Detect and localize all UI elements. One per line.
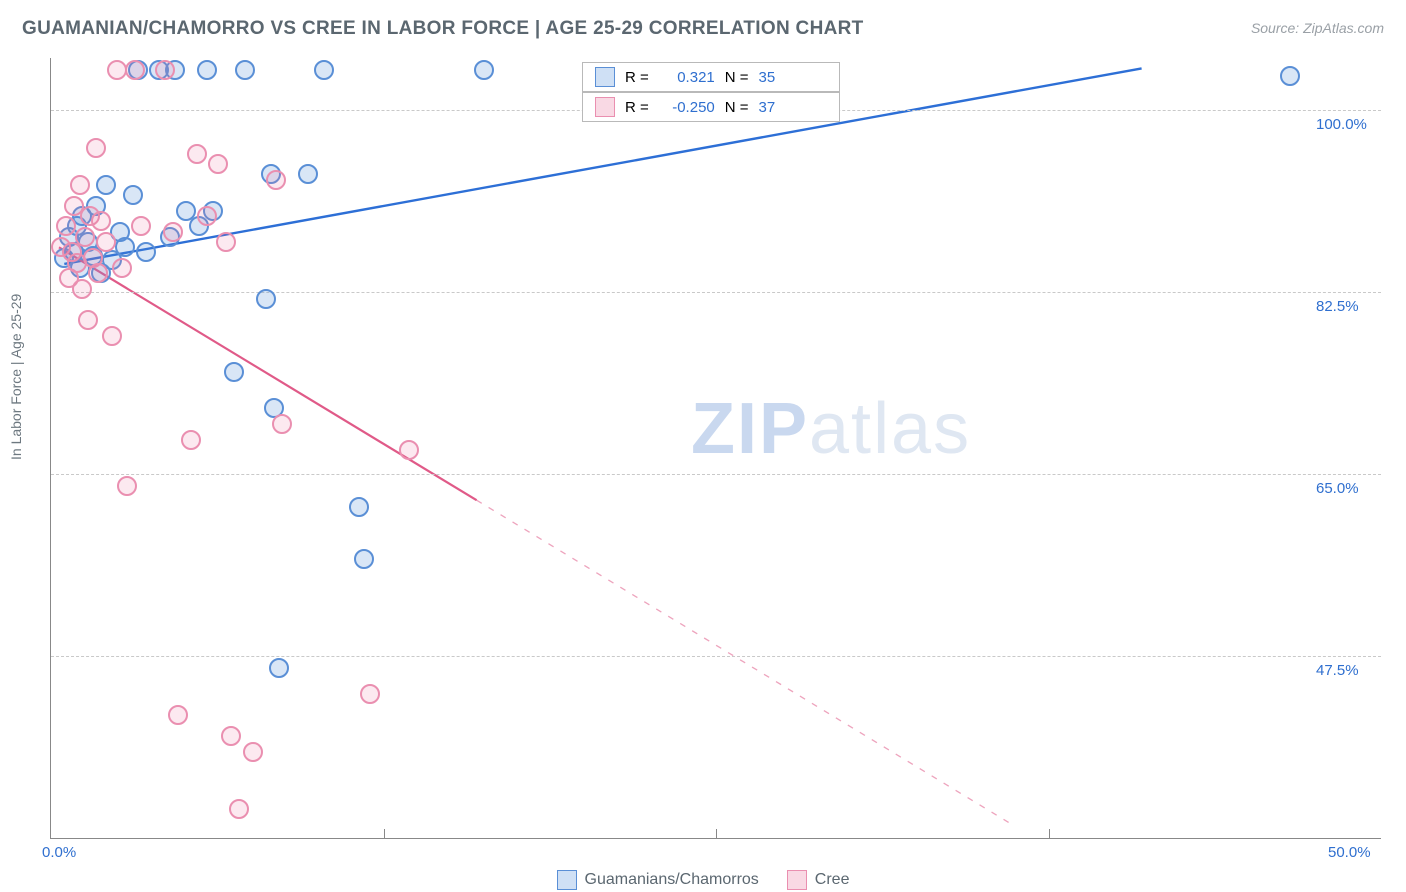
legend-label: Cree <box>815 871 850 889</box>
y-tick-label: 100.0% <box>1316 116 1367 133</box>
scatter-point <box>1280 66 1300 86</box>
y-tick-label: 82.5% <box>1316 298 1359 315</box>
plot-area: ZIPatlas <box>50 58 1381 839</box>
scatter-point <box>155 60 175 80</box>
scatter-point <box>349 497 369 517</box>
y-tick-label: 47.5% <box>1316 662 1359 679</box>
scatter-point <box>88 263 108 283</box>
gridline-h <box>51 292 1381 293</box>
scatter-point <box>235 60 255 80</box>
scatter-point <box>75 227 95 247</box>
scatter-point <box>221 726 241 746</box>
legend-item-guamanians: Guamanians/Chamorros <box>557 870 759 890</box>
scatter-point <box>474 60 494 80</box>
scatter-point <box>115 237 135 257</box>
scatter-point <box>197 206 217 226</box>
scatter-point <box>266 170 286 190</box>
scatter-point <box>224 362 244 382</box>
scatter-point <box>102 326 122 346</box>
scatter-point <box>269 658 289 678</box>
source-credit: Source: ZipAtlas.com <box>1251 20 1384 36</box>
legend-label: Guamanians/Chamorros <box>585 871 759 889</box>
scatter-point <box>123 185 143 205</box>
y-axis-label: In Labor Force | Age 25-29 <box>8 294 24 460</box>
scatter-point <box>91 211 111 231</box>
scatter-point <box>70 175 90 195</box>
scatter-point <box>256 289 276 309</box>
legend-stat-row: R =0.321N =35 <box>582 62 840 92</box>
scatter-point <box>181 430 201 450</box>
scatter-point <box>131 216 151 236</box>
scatter-point <box>354 549 374 569</box>
chart-title: GUAMANIAN/CHAMORRO VS CREE IN LABOR FORC… <box>22 18 864 40</box>
scatter-point <box>107 60 127 80</box>
scatter-point <box>168 705 188 725</box>
trend-lines <box>51 58 1381 838</box>
legend-item-cree: Cree <box>787 870 850 890</box>
scatter-point <box>314 60 334 80</box>
scatter-point <box>360 684 380 704</box>
scatter-point <box>197 60 217 80</box>
scatter-point <box>96 232 116 252</box>
scatter-point <box>56 216 76 236</box>
scatter-point <box>78 310 98 330</box>
scatter-point <box>125 60 145 80</box>
scatter-point <box>298 164 318 184</box>
scatter-point <box>72 279 92 299</box>
gridline-h <box>51 656 1381 657</box>
scatter-point <box>272 414 292 434</box>
legend-swatch-blue <box>557 870 577 890</box>
gridline-h <box>51 474 1381 475</box>
x-minor-tick <box>384 829 385 839</box>
chart-container: GUAMANIAN/CHAMORRO VS CREE IN LABOR FORC… <box>0 0 1406 892</box>
scatter-point <box>243 742 263 762</box>
scatter-point <box>229 799 249 819</box>
scatter-point <box>399 440 419 460</box>
legend-swatch-pink <box>787 870 807 890</box>
legend-stat-row: R =-0.250N =37 <box>582 92 840 122</box>
scatter-point <box>117 476 137 496</box>
scatter-point <box>208 154 228 174</box>
scatter-point <box>187 144 207 164</box>
x-minor-tick <box>1049 829 1050 839</box>
x-tick-label: 0.0% <box>42 844 76 861</box>
x-tick-label: 50.0% <box>1328 844 1371 861</box>
scatter-point <box>96 175 116 195</box>
legend-bottom: Guamanians/Chamorros Cree <box>0 870 1406 890</box>
scatter-point <box>163 222 183 242</box>
x-minor-tick <box>716 829 717 839</box>
scatter-point <box>112 258 132 278</box>
scatter-point <box>216 232 236 252</box>
y-tick-label: 65.0% <box>1316 480 1359 497</box>
scatter-point <box>86 138 106 158</box>
watermark: ZIPatlas <box>691 388 971 470</box>
scatter-point <box>136 242 156 262</box>
